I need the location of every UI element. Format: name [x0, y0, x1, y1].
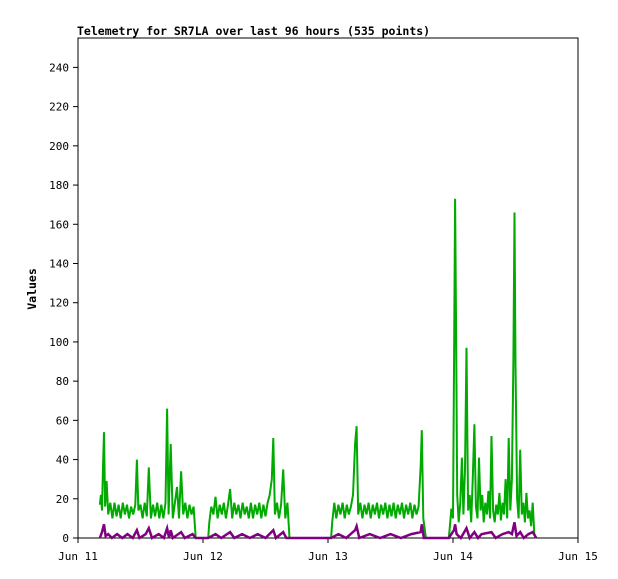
y-tick-label: 40 [56, 454, 69, 467]
y-tick-label: 200 [49, 140, 69, 153]
y-tick-label: 120 [49, 297, 69, 310]
chart-title: Telemetry for SR7LA over last 96 hours (… [77, 24, 430, 38]
y-tick-label: 0 [62, 532, 69, 545]
series-layer [98, 198, 538, 541]
x-axis: Jun 11 Jun 12 Jun 13 Jun 14 Jun 15 [58, 538, 598, 563]
y-tick-label: 160 [49, 218, 69, 231]
series-line-2 [98, 521, 538, 541]
x-tick-label: Jun 11 [58, 550, 98, 563]
x-tick-label: Jun 15 [558, 550, 598, 563]
y-tick-label: 180 [49, 179, 69, 192]
y-tick-label: 140 [49, 257, 69, 270]
y-axis-label: Values [25, 268, 39, 310]
y-tick-label: 80 [56, 375, 69, 388]
y-tick-label: 60 [56, 414, 69, 427]
y-tick-label: 240 [49, 61, 69, 74]
series-line-1 [98, 198, 538, 539]
x-tick-label: Jun 12 [183, 550, 223, 563]
y-axis: 0 20 40 60 80 100 120 140 160 180 200 220 240 [49, 61, 78, 545]
y-tick-label: 100 [49, 336, 69, 349]
y-tick-label: 220 [49, 101, 69, 114]
x-tick-label: Jun 13 [308, 550, 348, 563]
y-tick-label: 20 [56, 493, 69, 506]
plot-area [77, 37, 579, 539]
x-tick-label: Jun 14 [433, 550, 473, 563]
